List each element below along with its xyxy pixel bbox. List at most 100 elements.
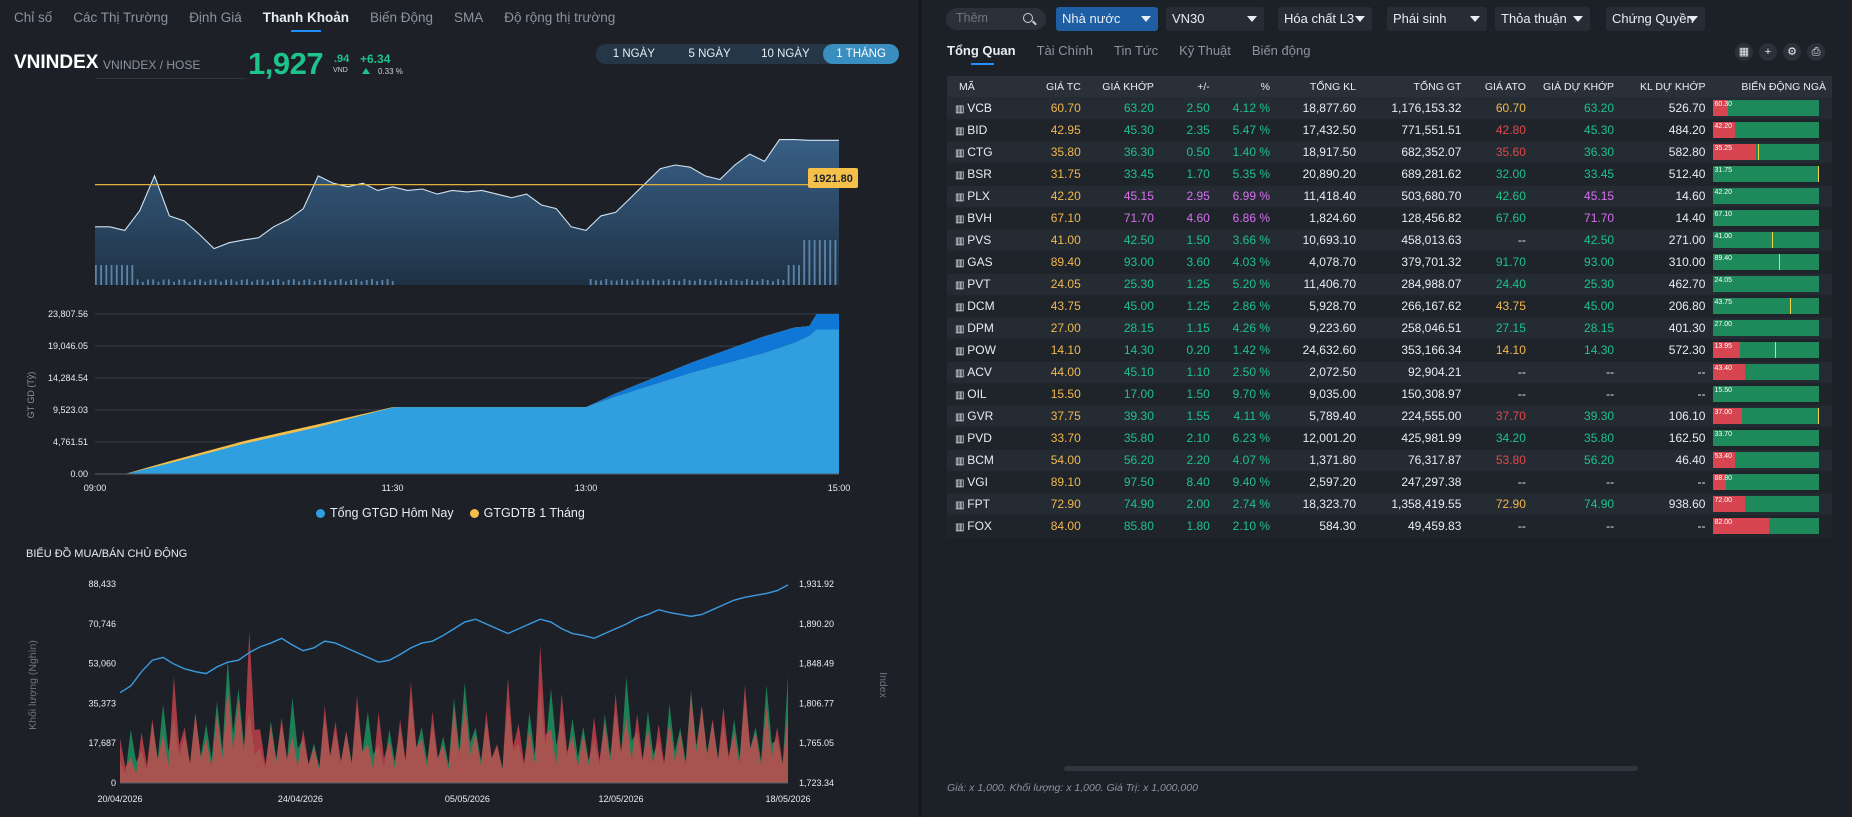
chart-icon[interactable]: ▥ xyxy=(955,368,968,379)
chart-icon[interactable]: ▥ xyxy=(955,412,968,423)
column-header[interactable]: TỔNG GT xyxy=(1362,76,1468,97)
filter-dropdown[interactable]: Hóa chất L3 xyxy=(1278,7,1372,31)
table-row[interactable]: ▥ FOX 84.00 85.80 1.80 2.10 % 584.30 49,459.83… xyxy=(947,515,1832,538)
table-row[interactable]: ▥ DCM 43.75 45.00 1.25 2.86 % 5,928.70 266,167… xyxy=(947,295,1832,318)
column-header[interactable]: BIẾN ĐỘNG NGÀ xyxy=(1711,76,1832,97)
chart-icon[interactable]: ▥ xyxy=(955,192,968,203)
table-row[interactable]: ▥ BCM 54.00 56.20 2.20 4.07 % 1,371.80 76,317.… xyxy=(947,449,1832,472)
filter-dropdown[interactable]: Nhà nước xyxy=(1056,7,1158,31)
table-row[interactable]: ▥ ACV 44.00 45.10 1.10 2.50 % 2,072.50 92,904.… xyxy=(947,361,1832,384)
nav-tab[interactable]: Độ rộng thị trường xyxy=(504,10,616,25)
print-icon[interactable]: ⎙ xyxy=(1807,43,1825,61)
nav-tab[interactable]: Thanh Khoản xyxy=(263,8,349,32)
chart-icon[interactable]: ▥ xyxy=(955,236,968,247)
nav-tab[interactable]: Biến Động xyxy=(369,10,434,25)
filter-dropdown[interactable]: Chứng Quyền xyxy=(1606,7,1705,31)
cell-intraday-bar: 89.40 xyxy=(1711,251,1832,274)
table-row[interactable]: ▥ VGI 89.10 97.50 8.40 9.40 % 2,597.20 247,297… xyxy=(947,471,1832,494)
table-row[interactable]: ▥ GAS 89.40 93.00 3.60 4.03 % 4,078.70 379,701… xyxy=(947,251,1832,274)
chart-icon[interactable]: ▥ xyxy=(955,258,968,269)
table-row[interactable]: ▥ BSR 31.75 33.45 1.70 5.35 % 20,890.20 689,28… xyxy=(947,163,1832,186)
cell-tc: 27.00 xyxy=(1022,317,1087,340)
column-header[interactable]: GIÁ DỰ KHỚP xyxy=(1531,76,1621,97)
legend-today[interactable]: Tổng GTGD Hôm Nay xyxy=(316,506,454,520)
search-icon[interactable] xyxy=(1023,13,1033,23)
search-input[interactable]: Thêm xyxy=(946,8,1046,30)
chart-icon[interactable]: ▥ xyxy=(955,456,968,467)
chart-icon[interactable]: ▥ xyxy=(955,500,968,511)
cell-chg: 1.25 xyxy=(1159,295,1216,318)
period-button[interactable]: 1 THÁNG xyxy=(823,44,899,64)
column-header[interactable]: GIÁ KHỚP xyxy=(1086,76,1160,97)
gear-icon[interactable]: ⚙ xyxy=(1783,43,1801,61)
chart-icon[interactable]: ▥ xyxy=(955,103,968,115)
chart-icon[interactable]: ▥ xyxy=(955,214,968,225)
cell-chg: 1.10 xyxy=(1159,361,1216,384)
chart-icon[interactable]: ▥ xyxy=(955,434,968,445)
period-button[interactable]: 10 NGÀY xyxy=(761,48,810,60)
table-row[interactable]: ▥ CTG 35.80 36.30 0.50 1.40 % 18,917.50 682,35… xyxy=(947,141,1832,164)
column-header[interactable]: GIÁ ATO xyxy=(1467,76,1532,97)
table-row[interactable]: ▥ PVD 33.70 35.80 2.10 6.23 % 12,001.20 425,98… xyxy=(947,427,1832,450)
table-row[interactable]: ▥ DPM 27.00 28.15 1.15 4.26 % 9,223.60 258,046… xyxy=(947,317,1832,340)
table-row[interactable]: ▥ PVS 41.00 42.50 1.50 3.66 % 10,693.10 458,01… xyxy=(947,229,1832,252)
panel-divider[interactable] xyxy=(918,0,922,817)
filter-dropdown[interactable]: Phái sinh xyxy=(1387,7,1487,31)
table-row[interactable]: ▥ POW 14.10 14.30 0.20 1.42 % 24,632.60 353,16… xyxy=(947,339,1832,362)
cell-intraday-bar: 24.05 xyxy=(1711,273,1832,296)
chart-bar-icon[interactable]: ▦ xyxy=(1735,43,1753,61)
chart-icon[interactable]: ▥ xyxy=(955,324,968,335)
table-row[interactable]: ▥ PVT 24.05 25.30 1.25 5.20 % 11,406.70 284,98… xyxy=(947,273,1832,296)
period-button[interactable]: 1 NGÀY xyxy=(612,48,655,60)
volume-bar xyxy=(303,279,306,285)
detail-tab[interactable]: Kỹ Thuật xyxy=(1179,43,1231,58)
column-header[interactable]: +/- xyxy=(1159,76,1216,97)
ticker-divider xyxy=(95,78,245,79)
column-header[interactable]: GIÁ TC xyxy=(1022,76,1087,97)
cell-kl: 18,877.60 xyxy=(1276,97,1363,120)
table-row[interactable]: ▥ BVH 67.10 71.70 4.60 6.86 % 1,824.60 128,456… xyxy=(947,207,1832,230)
column-header[interactable]: TỔNG KL xyxy=(1276,76,1363,97)
column-header[interactable]: % xyxy=(1215,76,1276,97)
symbol-label: DPM xyxy=(967,321,994,335)
chart-icon[interactable]: ▥ xyxy=(955,126,968,137)
cell-du: 45.30 xyxy=(1531,119,1621,142)
horizontal-scrollbar[interactable] xyxy=(1064,766,1638,771)
volume-bar xyxy=(209,279,212,285)
filter-dropdown[interactable]: Thỏa thuận xyxy=(1495,7,1590,31)
nav-tab[interactable]: Các Thị Trường xyxy=(73,10,169,25)
add-icon[interactable]: + xyxy=(1759,43,1777,61)
nav-tab[interactable]: Chỉ số xyxy=(14,10,53,25)
table-row[interactable]: ▥ GVR 37.75 39.30 1.55 4.11 % 5,789.40 224,555… xyxy=(947,405,1832,428)
detail-tab[interactable]: Tin Tức xyxy=(1113,43,1159,58)
filter-dropdown[interactable]: VN30 xyxy=(1166,7,1264,31)
cell-khop: 35.80 xyxy=(1086,427,1160,450)
chart-icon[interactable]: ▥ xyxy=(955,302,968,313)
nav-tab[interactable]: SMA xyxy=(454,10,484,25)
period-button[interactable]: 5 NGÀY xyxy=(688,48,731,60)
chart-icon[interactable]: ▥ xyxy=(955,170,968,181)
ticker-price: 1,927 xyxy=(248,46,324,81)
table-row[interactable]: ▥ PLX 42.20 45.15 2.95 6.99 % 11,418.40 503,68… xyxy=(947,185,1832,208)
chart-icon[interactable]: ▥ xyxy=(955,346,968,357)
detail-tab[interactable]: Tổng Quan xyxy=(947,43,1016,65)
y-tick-label: 0 xyxy=(111,778,116,788)
chart-icon[interactable]: ▥ xyxy=(955,280,968,291)
table-row[interactable]: ▥ VCB 60.70 63.20 2.50 4.12 % 18,877.60 1,176,… xyxy=(947,97,1832,120)
cumulative-value-chart: 0.00 4,761.51 9,523.03 14,284.54 19,046.05 23… xyxy=(26,309,850,493)
symbol-cell: ▥ FPT xyxy=(947,493,1023,516)
table-row[interactable]: ▥ OIL 15.50 17.00 1.50 9.70 % 9,035.00 150,308… xyxy=(947,383,1832,406)
detail-tab[interactable]: Biến động xyxy=(1251,43,1311,58)
column-header[interactable]: MÃ xyxy=(947,76,1023,97)
chart-icon[interactable]: ▥ xyxy=(955,522,968,533)
table-row[interactable]: ▥ BID 42.95 45.30 2.35 5.47 % 17,432.50 771,55… xyxy=(947,119,1832,142)
detail-tab[interactable]: Tài Chính xyxy=(1036,43,1093,58)
chart-icon[interactable]: ▥ xyxy=(955,390,968,401)
column-header[interactable]: KL DỰ KHỚP xyxy=(1620,76,1712,97)
chart-icon[interactable]: ▥ xyxy=(955,148,968,159)
legend-average[interactable]: GTGDTB 1 Tháng xyxy=(469,506,585,520)
chart-icon[interactable]: ▥ xyxy=(955,478,968,489)
range-bar-label: 82.00 xyxy=(1714,519,1732,526)
nav-tab[interactable]: Định Giá xyxy=(189,10,242,25)
table-row[interactable]: ▥ FPT 72.90 74.90 2.00 2.74 % 18,323.70 1,358,… xyxy=(947,493,1832,516)
